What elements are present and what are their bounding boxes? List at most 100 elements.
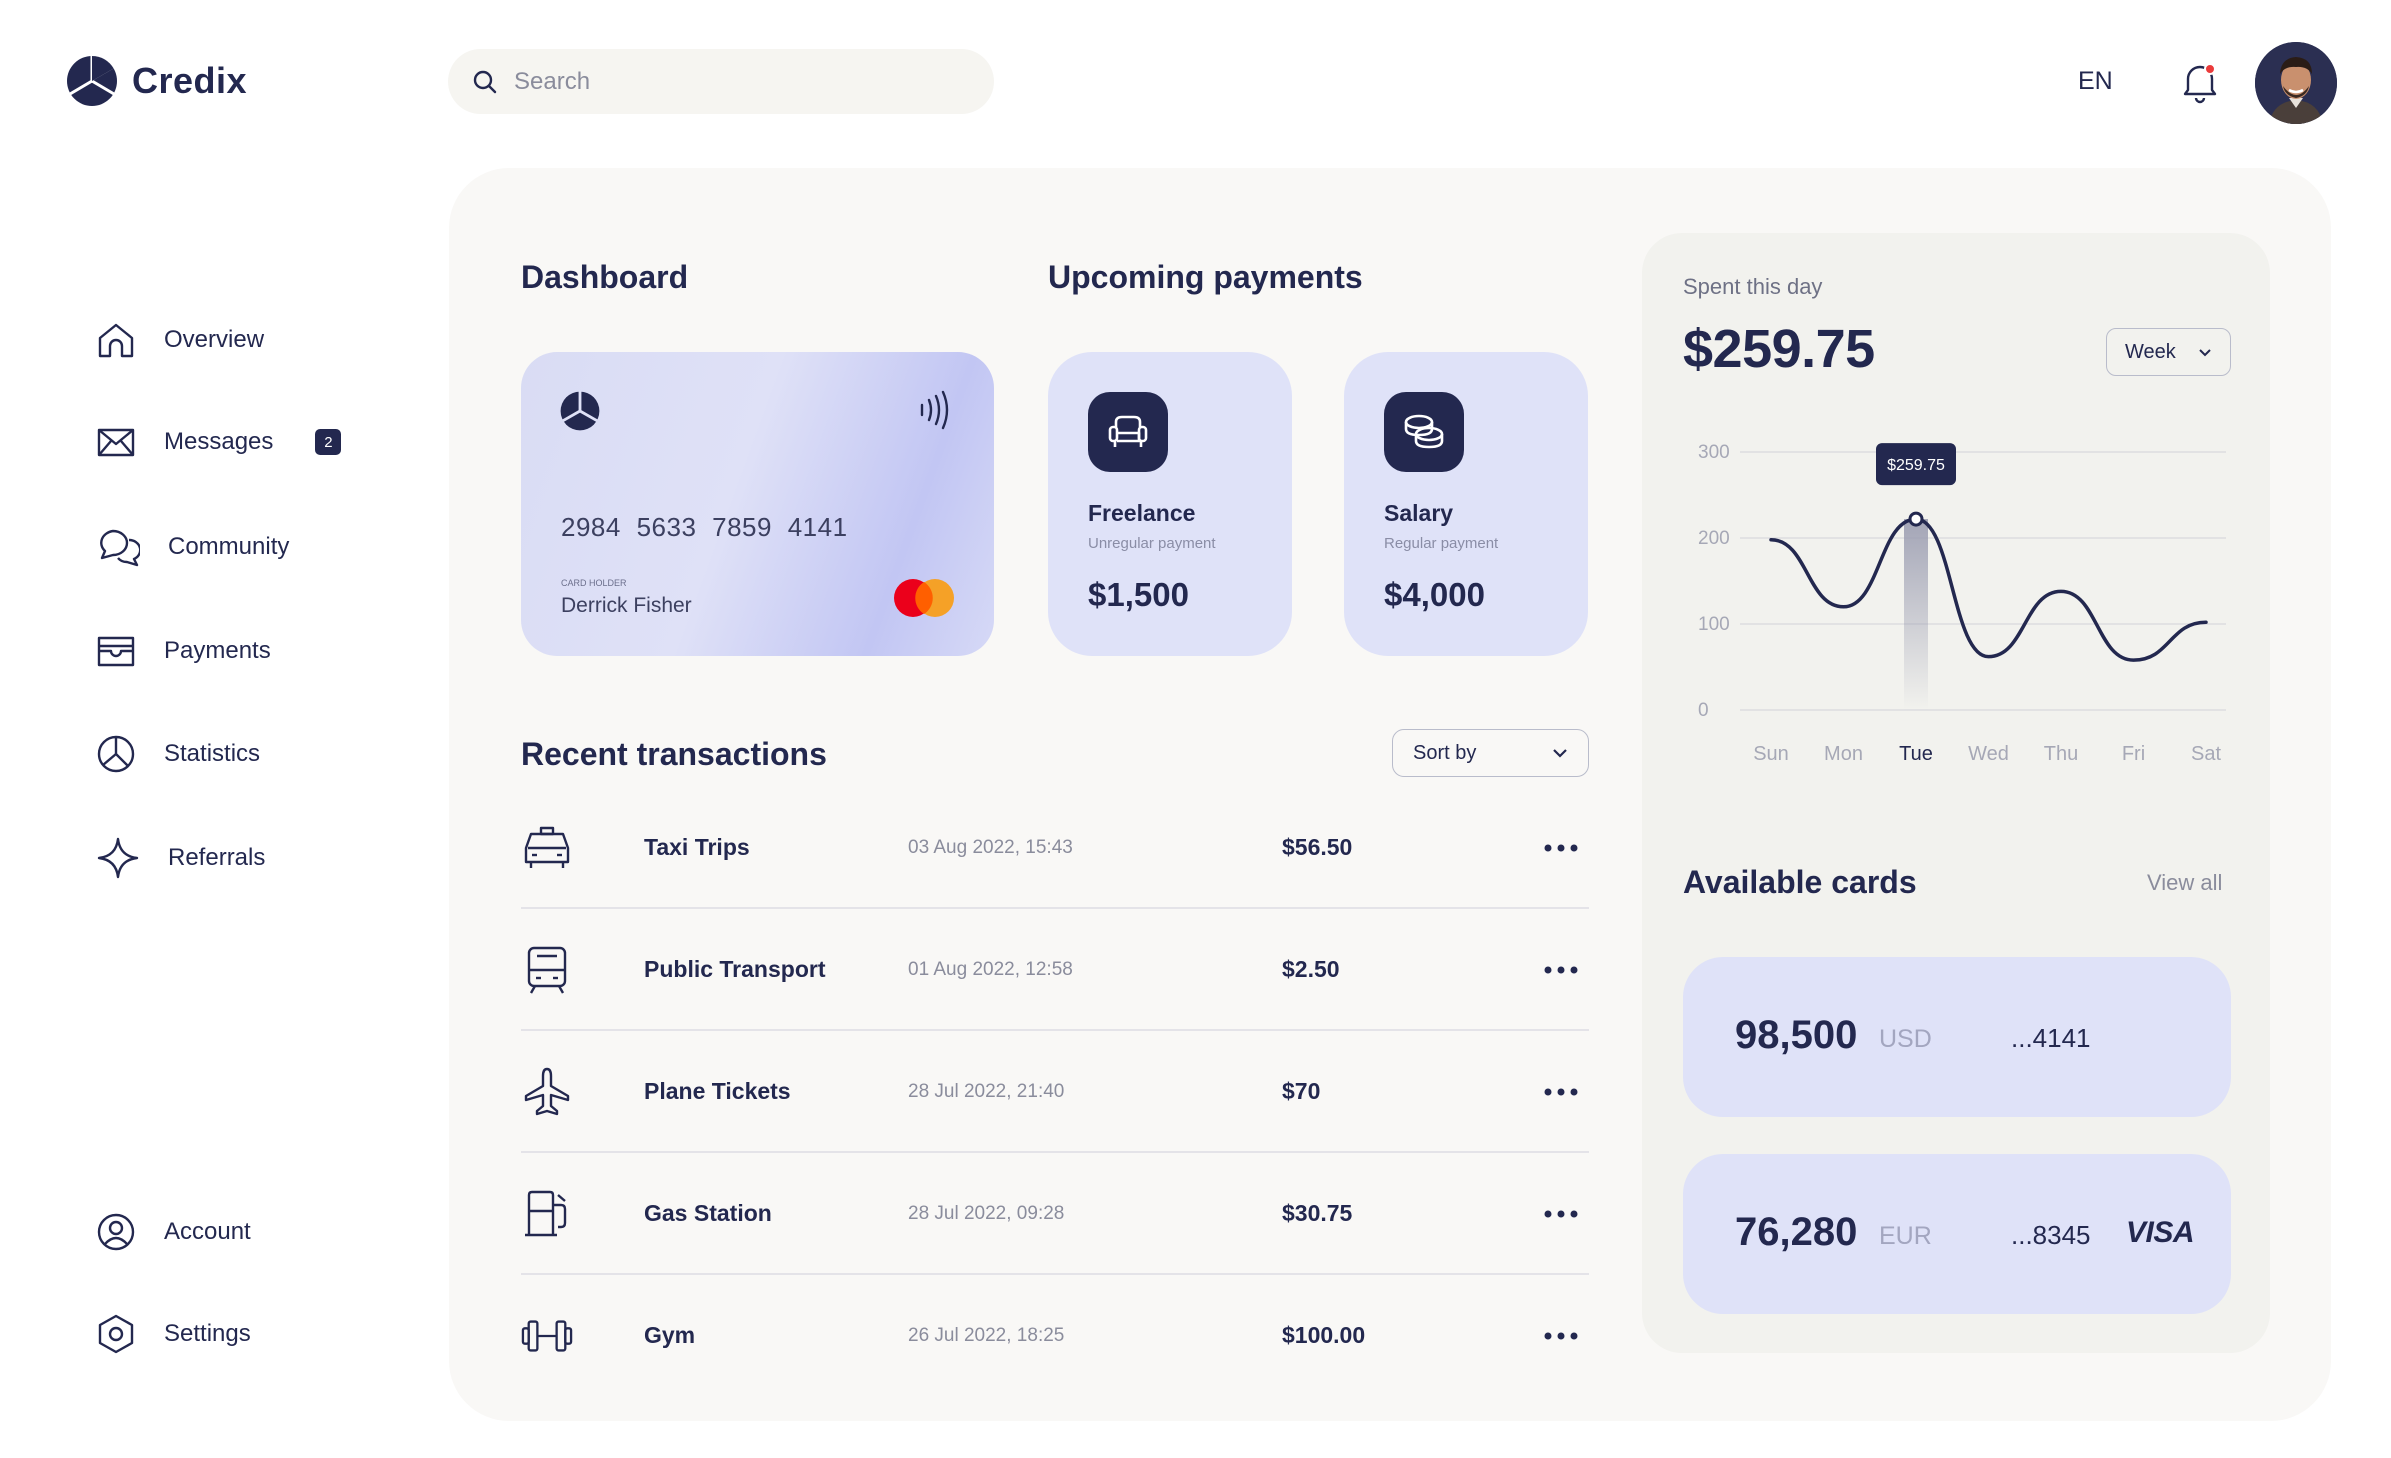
table-row[interactable]: Public Transport 01 Aug 2022, 12:58 $2.5… (521, 910, 1589, 1031)
more-horizontal-icon (1544, 1332, 1578, 1339)
card-logo-icon (560, 390, 600, 431)
card-last-digits: ...8345 (2011, 1220, 2091, 1250)
search-bar[interactable] (448, 49, 994, 114)
sidebar-item-label: Settings (164, 1320, 251, 1347)
more-options-button[interactable] (1541, 1321, 1581, 1351)
card-holder-name: Derrick Fisher (561, 594, 692, 617)
more-horizontal-icon (1544, 1210, 1578, 1217)
more-options-button[interactable] (1541, 833, 1581, 863)
recent-transactions-title: Recent transactions (521, 736, 827, 772)
coins-icon (1404, 414, 1444, 449)
chat-icon (100, 529, 140, 567)
user-avatar[interactable] (2255, 42, 2337, 124)
plane-icon (521, 1066, 573, 1118)
sidebar-item-label: Account (164, 1218, 251, 1245)
sidebar-item-statistics[interactable]: Statistics (96, 731, 260, 777)
payment-title: Salary (1384, 500, 1454, 526)
account-card-eur[interactable]: 76,280 EUR ...8345 VISA (1683, 1154, 2231, 1314)
user-icon (97, 1213, 135, 1251)
transaction-name: Gas Station (644, 1200, 772, 1226)
home-icon (98, 323, 134, 358)
x-tick-label: Sat (2191, 743, 2221, 765)
transaction-name: Plane Tickets (644, 1078, 791, 1104)
sidebar-item-messages[interactable]: Messages 2 (96, 419, 342, 465)
chevron-down-icon (2199, 348, 2211, 356)
account-card-usd[interactable]: 98,500 USD ...4141 (1683, 957, 2231, 1117)
search-input[interactable] (514, 67, 974, 96)
freelance-payment-card[interactable]: Freelance Unregular payment $1,500 (1048, 352, 1292, 656)
transaction-name: Public Transport (644, 956, 826, 982)
period-dropdown[interactable]: Week (2106, 328, 2231, 376)
more-options-button[interactable] (1541, 1199, 1581, 1229)
card-balance: 76,280 (1735, 1210, 1858, 1254)
sidebar-item-payments[interactable]: Payments (96, 628, 271, 674)
transaction-name: Gym (644, 1322, 696, 1348)
spending-line-chart: 0 100 200 300 $259.75 Sun Mon Tue Wed Thu Fri Sat (1698, 442, 2226, 765)
card-holder-label: CARD HOLDER (561, 578, 627, 588)
sort-by-label: Sort by (1413, 741, 1477, 764)
transaction-amount: $100.00 (1282, 1322, 1366, 1348)
transaction-date: 28 Jul 2022, 09:28 (908, 1202, 1065, 1224)
payment-title: Freelance (1088, 500, 1196, 526)
sidebar-item-label: Community (168, 533, 290, 560)
view-all-link[interactable]: View all (2147, 870, 2223, 895)
transaction-date: 28 Jul 2022, 21:40 (908, 1080, 1065, 1102)
freelance-icon-tile (1088, 392, 1168, 472)
spending-line (1769, 517, 2208, 662)
table-row[interactable]: Gym 26 Jul 2022, 18:25 $100.00 (521, 1275, 1589, 1396)
contactless-icon (920, 390, 949, 430)
table-row[interactable]: Plane Tickets 28 Jul 2022, 21:40 $70 (521, 1032, 1589, 1153)
wallet-icon (97, 636, 135, 667)
transaction-amount: $70 (1282, 1078, 1321, 1104)
more-options-button[interactable] (1541, 1077, 1581, 1107)
sidebar-item-overview[interactable]: Overview (96, 317, 264, 363)
sidebar-item-settings[interactable]: Settings (96, 1311, 251, 1357)
settings-icon (98, 1314, 134, 1354)
sidebar-item-community[interactable]: Community (96, 524, 289, 570)
sidebar-item-label: Statistics (164, 740, 261, 767)
logo-icon (67, 55, 117, 106)
mastercard-icon (894, 579, 954, 617)
x-tick-label: Mon (1824, 743, 1863, 765)
logo-text: Credix (132, 60, 248, 101)
sidebar-item-referrals[interactable]: Referrals (96, 835, 265, 881)
more-horizontal-icon (1544, 1088, 1578, 1095)
sort-by-dropdown[interactable]: Sort by (1392, 729, 1589, 777)
payment-subtitle: Unregular payment (1088, 535, 1216, 552)
transaction-amount: $30.75 (1282, 1200, 1353, 1226)
sidebar-item-label: Overview (164, 326, 265, 353)
payment-amount: $4,000 (1384, 576, 1485, 613)
more-horizontal-icon (1544, 844, 1578, 851)
y-tick-label: 100 (1698, 614, 1730, 635)
language-selector[interactable]: EN (2078, 67, 2113, 95)
dumbbell-icon (521, 1310, 573, 1362)
credit-card[interactable]: 2984 5633 7859 4141 CARD HOLDER Derrick … (521, 352, 994, 656)
x-tick-label: Fri (2122, 743, 2145, 765)
transaction-amount: $2.50 (1282, 956, 1340, 982)
period-label: Week (2125, 340, 2176, 363)
sidebar-item-label: Referrals (168, 844, 266, 871)
search-icon (473, 70, 497, 93)
salary-payment-card[interactable]: Salary Regular payment $4,000 (1344, 352, 1588, 656)
highlight-bar (1904, 519, 1928, 710)
sidebar-item-account[interactable]: Account (96, 1209, 251, 1255)
card-balance: 98,500 (1735, 1013, 1858, 1057)
card-currency: USD (1879, 1025, 1932, 1053)
transaction-date: 26 Jul 2022, 18:25 (908, 1324, 1065, 1346)
avatar-image (2255, 42, 2337, 124)
x-tick-label: Tue (1899, 743, 1933, 765)
x-tick-label: Thu (2044, 743, 2078, 765)
more-options-button[interactable] (1541, 955, 1581, 985)
card-last-digits: ...4141 (2011, 1023, 2091, 1053)
notifications-button[interactable] (2180, 60, 2220, 104)
spent-label: Spent this day (1683, 274, 1823, 299)
table-row[interactable]: Gas Station 28 Jul 2022, 09:28 $30.75 (521, 1154, 1589, 1275)
mail-icon (97, 428, 135, 457)
data-point (1908, 511, 1924, 527)
salary-icon-tile (1384, 392, 1464, 472)
y-tick-label: 0 (1698, 700, 1709, 721)
table-row[interactable]: Taxi Trips 03 Aug 2022, 15:43 $56.50 (521, 788, 1589, 909)
transaction-amount: $56.50 (1282, 834, 1353, 860)
logo[interactable]: Credix (66, 55, 247, 107)
payment-amount: $1,500 (1088, 576, 1189, 613)
